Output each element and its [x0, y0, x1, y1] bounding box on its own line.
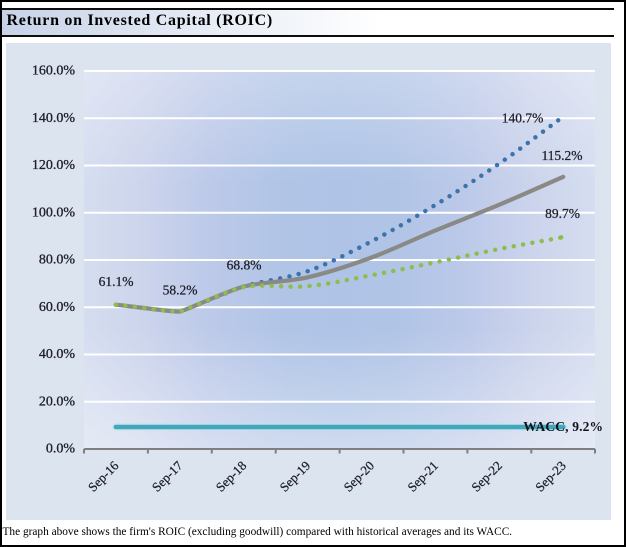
svg-text:WACC, 9.2%: WACC, 9.2%	[523, 419, 603, 434]
svg-text:20.0%: 20.0%	[39, 394, 76, 409]
svg-text:Sep-16: Sep-16	[85, 458, 122, 495]
svg-text:Sep-18: Sep-18	[213, 458, 250, 495]
svg-text:100.0%: 100.0%	[32, 205, 76, 220]
svg-text:Sep-22: Sep-22	[468, 458, 505, 495]
svg-text:120.0%: 120.0%	[32, 158, 76, 173]
svg-text:0.0%: 0.0%	[46, 442, 76, 457]
svg-text:Sep-20: Sep-20	[340, 458, 377, 495]
svg-text:58.2%: 58.2%	[163, 282, 198, 297]
svg-text:89.7%: 89.7%	[545, 206, 580, 221]
svg-text:Sep-23: Sep-23	[532, 458, 569, 495]
svg-text:160.0%: 160.0%	[32, 64, 76, 79]
svg-text:140.0%: 140.0%	[32, 111, 76, 126]
svg-text:Sep-17: Sep-17	[149, 458, 186, 495]
svg-text:Sep-21: Sep-21	[404, 458, 441, 495]
svg-text:80.0%: 80.0%	[39, 253, 76, 268]
svg-text:40.0%: 40.0%	[39, 347, 76, 362]
svg-text:Sep-19: Sep-19	[277, 458, 314, 495]
svg-text:115.2%: 115.2%	[541, 148, 582, 163]
svg-text:68.8%: 68.8%	[227, 257, 262, 272]
svg-text:60.0%: 60.0%	[39, 300, 76, 315]
svg-text:140.7%: 140.7%	[502, 110, 544, 125]
svg-text:61.1%: 61.1%	[99, 274, 134, 289]
